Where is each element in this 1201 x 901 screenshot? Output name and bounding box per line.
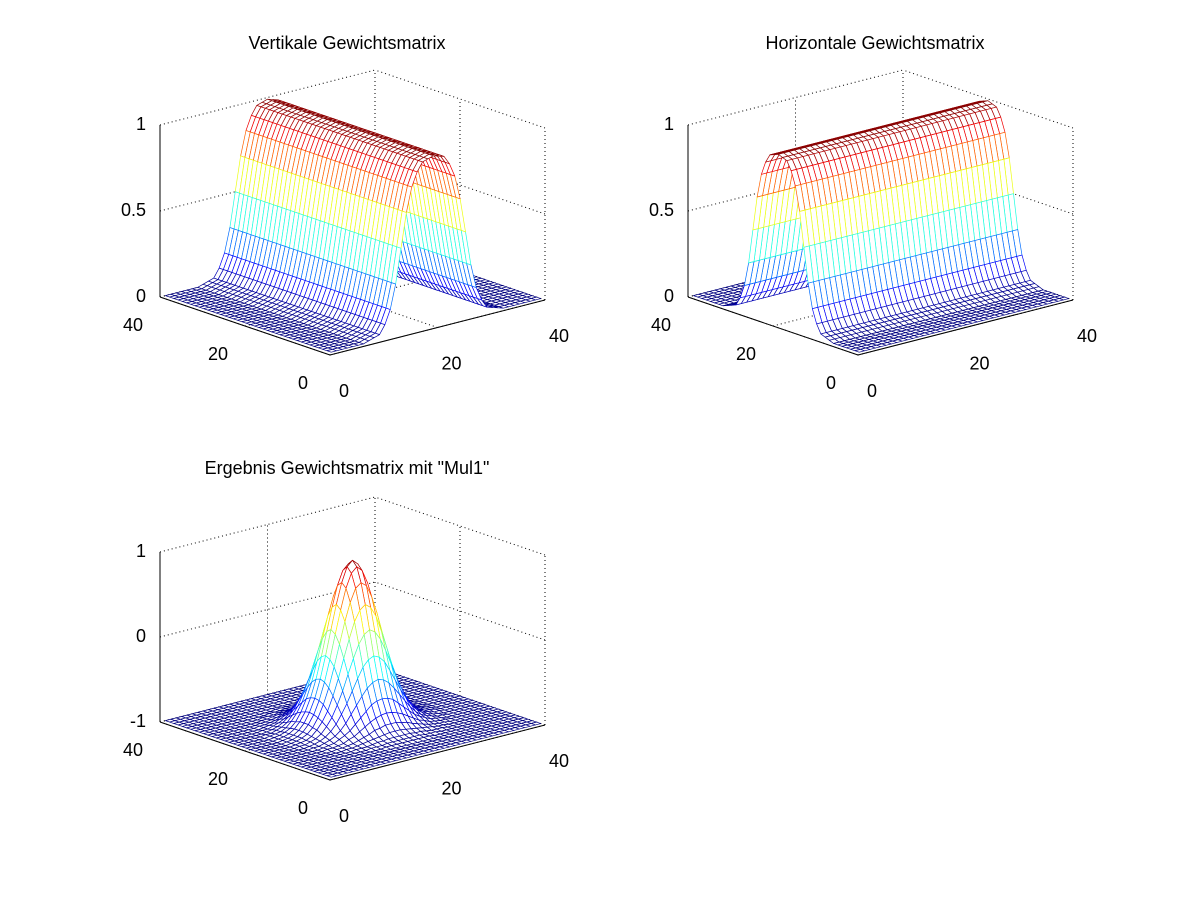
z-tick-label: 0.5 — [649, 200, 674, 220]
grid-line — [687, 69, 904, 126]
z-tick-label: 0 — [664, 286, 674, 306]
z-tick-label: 0 — [136, 626, 146, 646]
y-tick-label: 0 — [826, 373, 836, 393]
subplot-title: Horizontale Gewichtsmatrix — [765, 33, 984, 53]
x-tick-label: 0 — [867, 381, 877, 401]
y-tick-label: 40 — [123, 740, 143, 760]
y-axis — [159, 296, 331, 356]
x-tick-label: 40 — [549, 751, 569, 771]
mesh — [165, 98, 542, 353]
y-tick-label: 40 — [123, 315, 143, 335]
subplot-title: Ergebnis Gewichtsmatrix mit "Mul1" — [205, 458, 490, 478]
z-tick-label: 1 — [136, 541, 146, 561]
x-tick-label: 20 — [441, 353, 461, 373]
z-tick-label: 1 — [664, 114, 674, 134]
y-tick-label: 20 — [208, 344, 228, 364]
y-tick-label: 40 — [651, 315, 671, 335]
subplot-title: Vertikale Gewichtsmatrix — [248, 33, 445, 53]
x-tick-label: 0 — [339, 806, 349, 826]
y-tick-label: 0 — [298, 373, 308, 393]
z-tick-label: -1 — [130, 711, 146, 731]
x-axis — [329, 299, 546, 356]
z-tick-label: 1 — [136, 114, 146, 134]
grid-line — [374, 69, 546, 129]
subplot: 0 0.5 1 0 20 40 0 20 40 Horizontale Gewichtsmatri… — [649, 33, 1097, 401]
x-tick-label: 20 — [441, 778, 461, 798]
z-tick-label: 0 — [136, 286, 146, 306]
y-tick-label: 20 — [736, 344, 756, 364]
grid-line — [374, 496, 546, 556]
x-tick-label: 40 — [549, 326, 569, 346]
mesh — [165, 559, 542, 778]
x-tick-label: 40 — [1077, 326, 1097, 346]
grid-line — [159, 69, 376, 126]
mesh-cell — [326, 349, 337, 353]
subplot: 0 0.5 1 0 20 40 0 20 40 Vertikale Gewichtsmatrix — [121, 33, 569, 401]
z-tick-label: 0.5 — [121, 200, 146, 220]
y-tick-label: 0 — [298, 798, 308, 818]
y-tick-label: 20 — [208, 769, 228, 789]
x-tick-label: 20 — [969, 353, 989, 373]
mesh — [693, 100, 1070, 353]
x-tick-label: 0 — [339, 381, 349, 401]
grid-line — [159, 496, 376, 553]
